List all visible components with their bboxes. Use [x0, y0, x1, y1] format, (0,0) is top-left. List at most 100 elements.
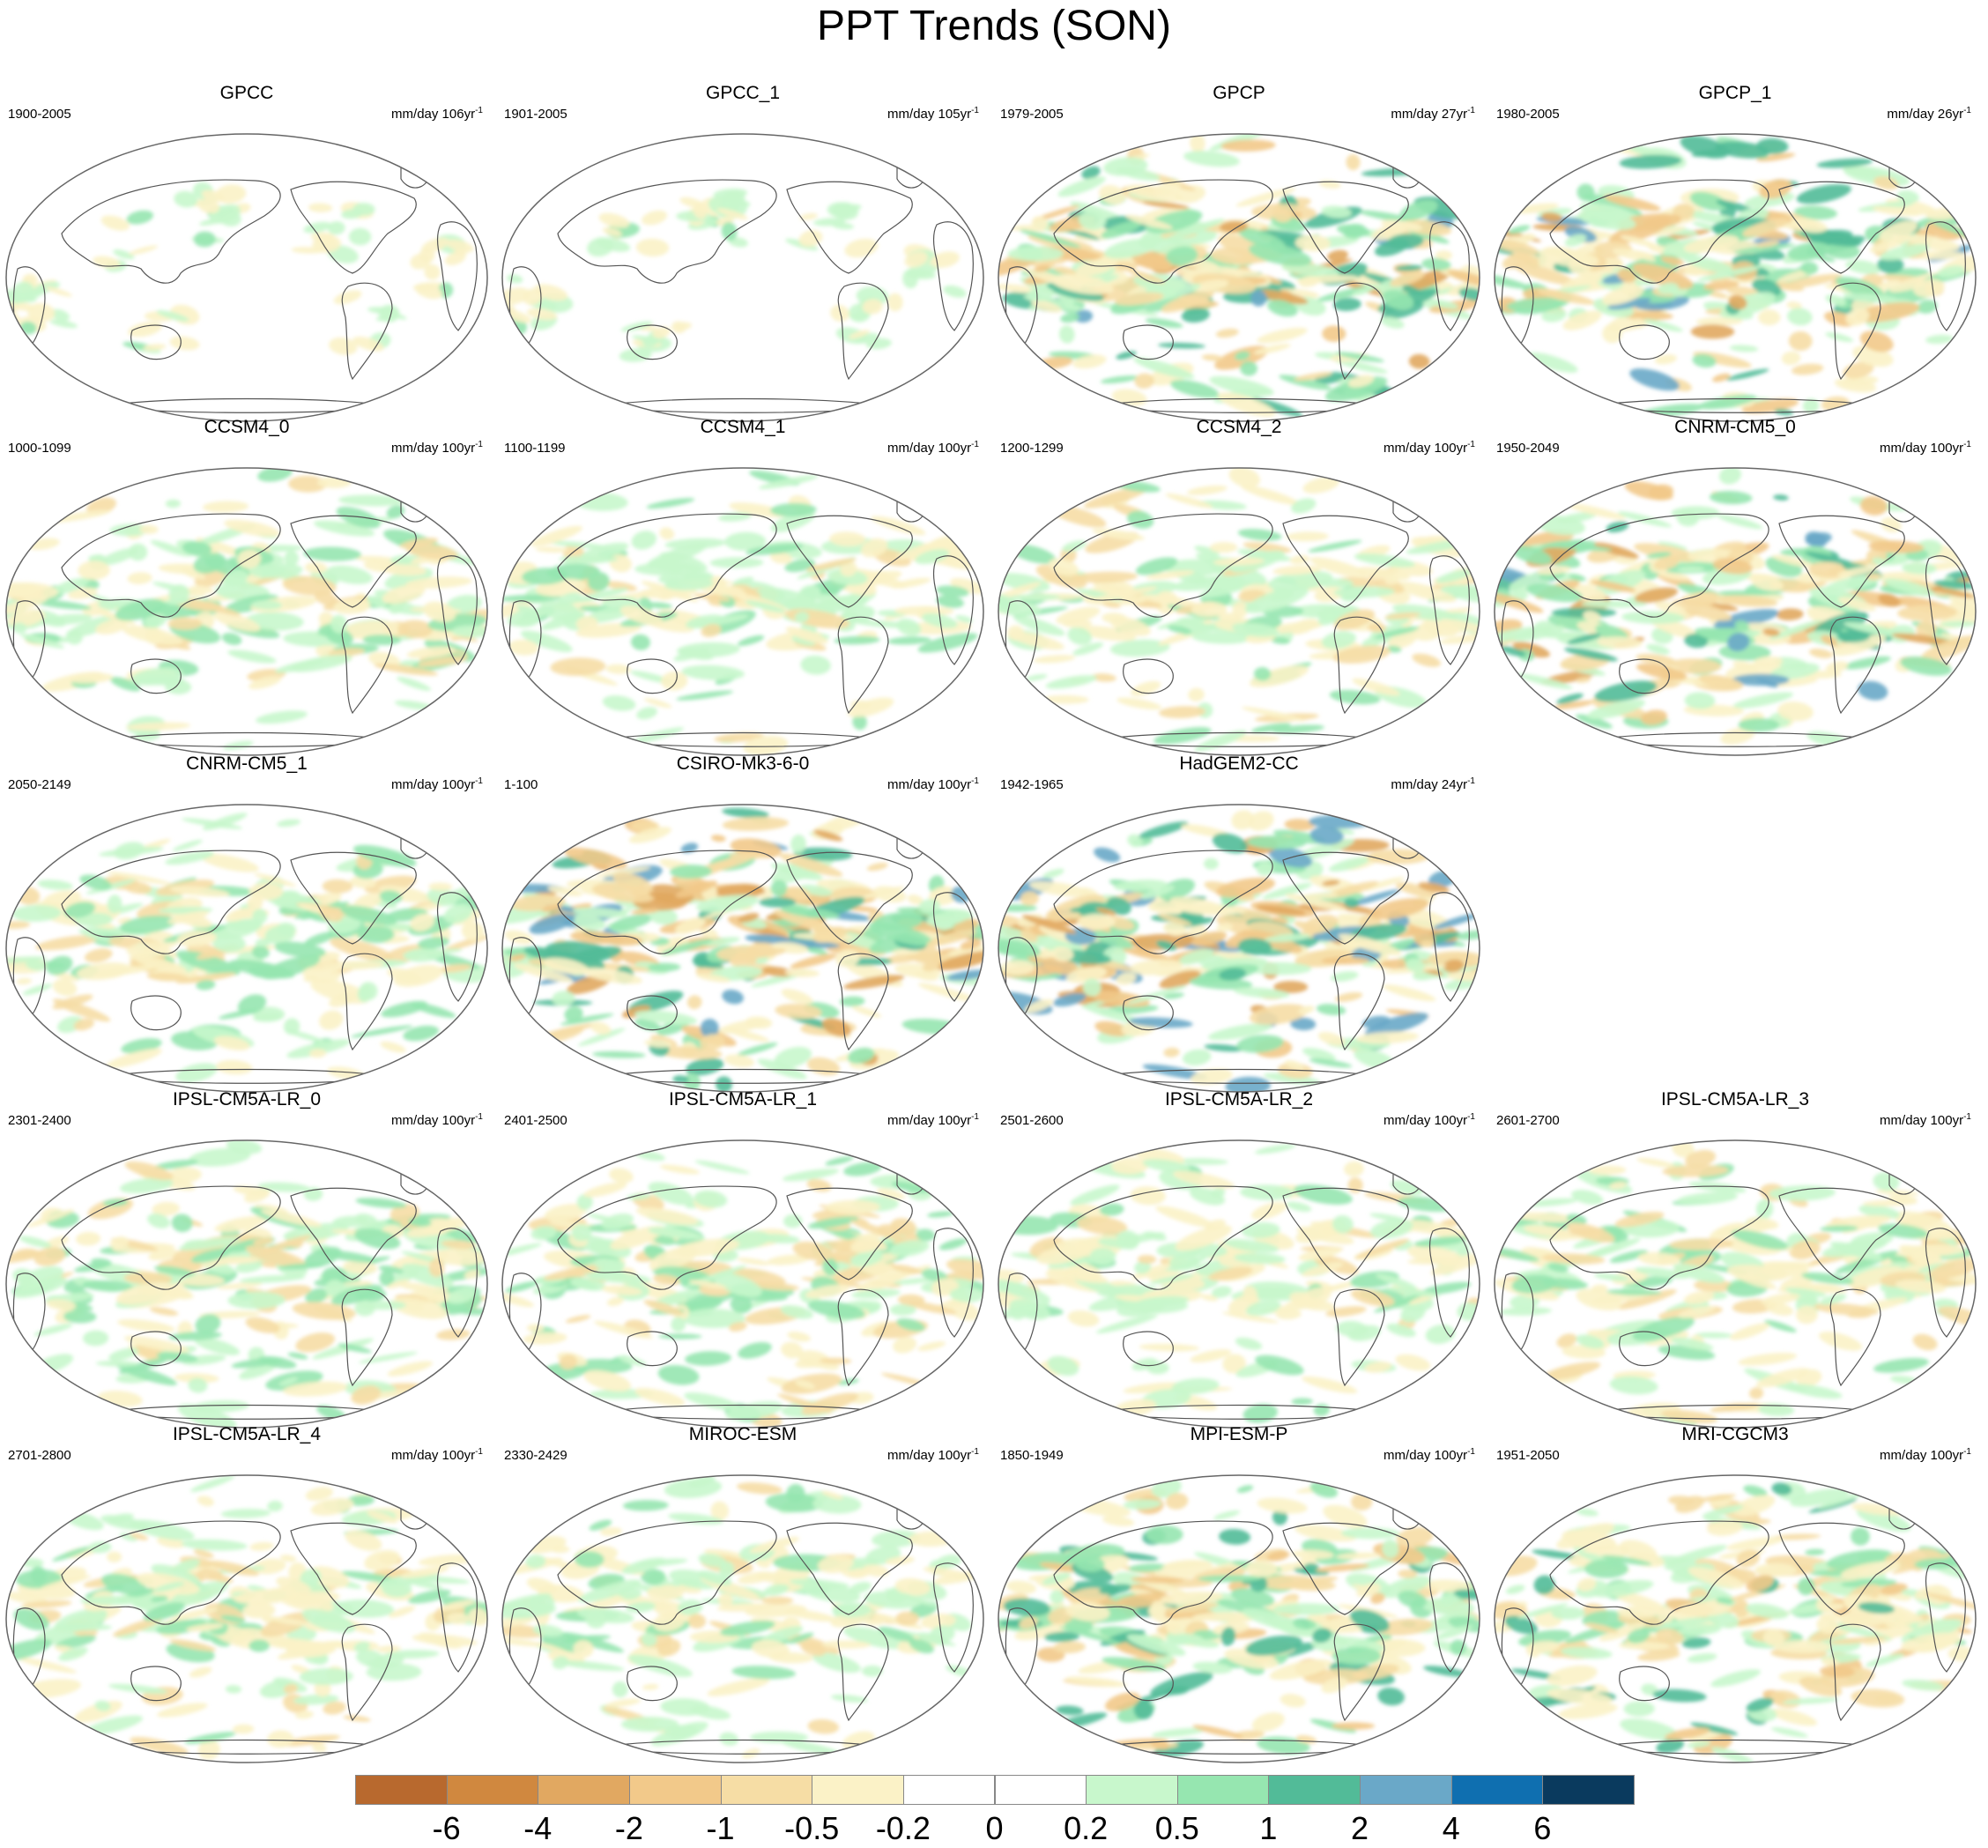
trend-blob: [1395, 882, 1436, 898]
trend-blob: [105, 1048, 162, 1069]
trend-blob: [288, 475, 328, 493]
trend-blob: [1677, 1602, 1732, 1617]
trend-blob: [277, 819, 300, 828]
panel-units: mm/day 27yr-1: [1391, 103, 1475, 122]
trend-blob: [1309, 557, 1369, 578]
trend-blob: [227, 1291, 286, 1310]
trend-blob: [783, 1608, 838, 1622]
trend-blob: [224, 519, 280, 538]
trend-blob: [1741, 398, 1799, 414]
trend-blob: [1045, 675, 1097, 689]
panel-units-exponent: -1: [1467, 440, 1475, 449]
trend-blob: [338, 494, 405, 507]
trend-blob: [1787, 308, 1813, 326]
trend-blob: [1782, 273, 1843, 289]
trend-blob: [1835, 276, 1884, 298]
trend-blob: [1398, 1569, 1418, 1578]
trend-blob: [447, 1612, 470, 1625]
trend-blob: [1791, 218, 1828, 234]
trend-blob: [1370, 1592, 1385, 1604]
panel-units-exponent: -1: [1963, 1112, 1971, 1122]
map-projection: [501, 1474, 984, 1763]
colorbar-swatch: [538, 1775, 630, 1805]
trend-blob: [1710, 1669, 1761, 1688]
trend-blob: [1762, 1629, 1784, 1646]
trend-blob: [630, 727, 685, 745]
trend-blob: [1859, 330, 1894, 353]
trend-blob: [1770, 1727, 1808, 1738]
trend-blob: [385, 1650, 440, 1659]
trend-blob: [1269, 1659, 1332, 1681]
trend-blob: [1932, 587, 1976, 598]
trend-blob: [1127, 834, 1143, 848]
trend-blob: [1077, 913, 1116, 931]
coastline: [601, 1068, 886, 1084]
trend-blob: [1519, 234, 1536, 241]
colorbar-swatch: [994, 1775, 1087, 1805]
trend-blob: [729, 502, 787, 518]
trend-blob: [1609, 1181, 1627, 1190]
trend-blob: [1412, 653, 1442, 667]
panel-units-exponent: -1: [971, 106, 979, 115]
trend-blob: [770, 502, 817, 517]
trend-blob: [387, 1361, 433, 1377]
trend-blob: [529, 1593, 555, 1614]
trend-blob: [891, 1265, 923, 1274]
trend-blob: [389, 1606, 416, 1618]
trend-blob: [542, 957, 590, 975]
coastline: [1619, 324, 1670, 360]
coastline: [1123, 1331, 1174, 1367]
precip-trend-field: [998, 810, 1480, 1092]
trend-blob: [590, 1021, 612, 1035]
panel-units-text: mm/day 26yr: [1887, 107, 1964, 122]
trend-blob: [917, 983, 981, 1003]
trend-blob: [771, 854, 835, 884]
trend-blob: [844, 238, 879, 258]
trend-blob: [1281, 263, 1339, 277]
trend-blob: [1917, 300, 1938, 314]
trend-blob: [583, 1596, 624, 1611]
colorbar-swatch: [628, 1775, 722, 1805]
panel-units: mm/day 100yr-1: [887, 774, 979, 793]
trend-blob: [634, 1150, 665, 1161]
trend-blob: [190, 1475, 235, 1492]
trend-blob: [226, 1140, 263, 1154]
trend-blob: [11, 904, 62, 922]
trend-blob: [1146, 570, 1195, 580]
trend-blob: [1234, 1252, 1286, 1265]
trend-blob: [87, 1198, 134, 1220]
trend-blob: [127, 1587, 156, 1599]
trend-blob: [1677, 1191, 1738, 1206]
trend-blob: [529, 913, 575, 934]
trend-blob: [1173, 1170, 1235, 1189]
trend-blob: [1889, 1255, 1909, 1264]
trend-blob: [117, 1318, 175, 1332]
trend-blob: [286, 1039, 351, 1058]
trend-blob: [439, 1599, 475, 1611]
trend-blob: [1517, 673, 1573, 690]
trend-blob: [619, 348, 652, 362]
trend-blob: [1730, 1323, 1769, 1340]
trend-blob: [231, 1357, 284, 1369]
trend-blob: [1009, 1298, 1050, 1320]
map-frame: [5, 1139, 488, 1429]
trend-blob: [73, 1018, 94, 1031]
trend-blob: [725, 1028, 769, 1043]
panel-years: 1200-1299: [1000, 441, 1064, 456]
trend-blob: [1618, 1641, 1670, 1651]
trend-blob: [1421, 257, 1451, 271]
trend-blob: [1669, 1238, 1734, 1251]
trend-blob: [358, 1352, 418, 1363]
trend-blob: [827, 568, 868, 586]
trend-blob: [1656, 1738, 1685, 1754]
trend-blob: [1159, 706, 1206, 718]
panel-years: 1901-2005: [504, 107, 567, 122]
trend-blob: [342, 1260, 378, 1274]
trend-blob: [1816, 1616, 1839, 1634]
trend-blob: [800, 1642, 826, 1657]
trend-blob: [1658, 571, 1691, 581]
trend-blob: [1070, 906, 1095, 913]
trend-blob: [564, 1006, 583, 1022]
trend-blob: [718, 1592, 733, 1607]
trend-blob: [192, 1399, 249, 1413]
